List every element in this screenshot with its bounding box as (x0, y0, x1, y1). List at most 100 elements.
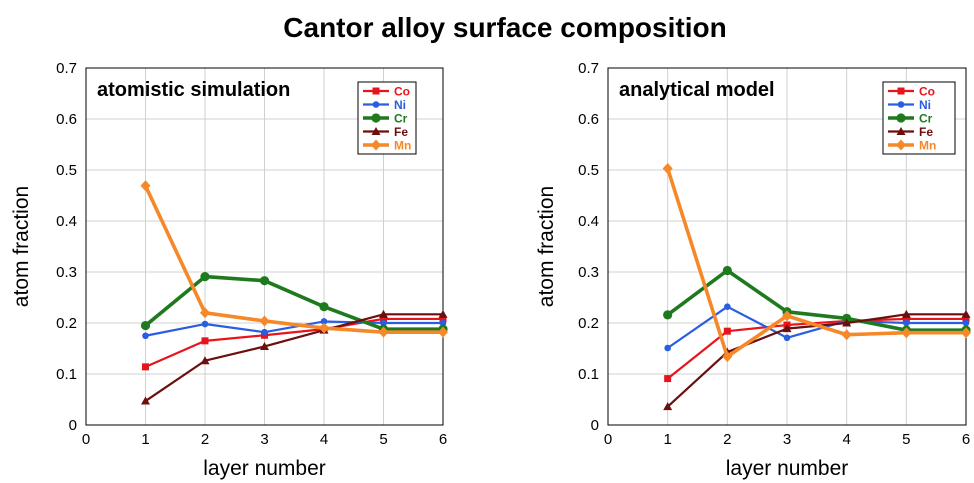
y-tick-label: 0.2 (56, 315, 77, 332)
data-point-ni (201, 320, 209, 328)
x-tick-label: 2 (201, 431, 209, 448)
data-point-mn (259, 315, 270, 327)
data-point-mn (438, 326, 448, 338)
y-tick-label: 0.6 (56, 111, 77, 128)
y-tick-label: 0.1 (578, 366, 599, 383)
data-point-mn (841, 329, 852, 341)
series-line-co (145, 317, 443, 368)
x-tick-label: 6 (439, 431, 447, 448)
series-line-cr (144, 274, 443, 331)
data-point-ni (439, 319, 447, 327)
data-point-mn (782, 310, 792, 322)
legend-label-fe: Fe (919, 125, 933, 139)
x-tick-label: 5 (379, 431, 387, 448)
series-line-fe (144, 313, 443, 402)
data-point-cr (200, 271, 210, 282)
x-tick-label: 4 (320, 431, 328, 448)
x-tick-label: 6 (962, 431, 970, 448)
series-mn (662, 162, 971, 363)
data-point-mn (961, 327, 971, 339)
legend-label-cr: Cr (394, 112, 408, 126)
panel-analytical-model: 0 1 2 3 4 5 6 0 0.1 0.2 0.3 0.4 0.5 0.6 0.7 layer numbe… (535, 60, 971, 480)
series-mn (140, 180, 448, 338)
figure-title: Cantor alloy surface composition (283, 12, 726, 43)
data-point-ni (724, 303, 731, 310)
legend-label-co: Co (394, 85, 410, 99)
data-point-co (902, 315, 910, 323)
x-tick-label: 1 (141, 431, 149, 448)
legend-marker-co (897, 87, 905, 95)
data-point-cr (319, 302, 329, 312)
data-point-fe (438, 309, 448, 318)
data-point-mn (901, 327, 912, 339)
legend-label-mn: Mn (394, 139, 411, 153)
panel-label: analytical model (619, 79, 775, 101)
y-tick-label: 0 (69, 417, 77, 434)
legend-marker-mn (896, 139, 906, 151)
series-line-cr (666, 268, 966, 332)
data-point-cr (842, 313, 852, 324)
data-point-fe (141, 396, 150, 405)
y-tick-label: 0.5 (578, 162, 599, 179)
legend-label-cr: Cr (919, 112, 933, 126)
y-axis-label: atom fraction (10, 186, 33, 307)
data-point-ni (320, 318, 328, 325)
x-tick-label: 0 (604, 431, 612, 448)
data-point-co (142, 363, 149, 371)
legend-label-fe: Fe (394, 125, 408, 139)
series-fe (141, 309, 448, 405)
data-point-co (439, 315, 447, 323)
x-tick-label: 0 (82, 431, 90, 448)
panel-label: atomistic simulation (97, 79, 290, 101)
x-tick-label: 3 (783, 431, 791, 448)
data-point-co (723, 327, 731, 335)
x-tick-label: 1 (663, 431, 671, 448)
data-point-fe (901, 309, 911, 318)
data-point-ni (142, 332, 149, 340)
data-point-mn (378, 326, 389, 338)
plot-frame (85, 67, 444, 426)
data-point-ni (380, 319, 387, 327)
data-point-fe (663, 402, 673, 411)
y-tick-label: 0.3 (56, 264, 77, 281)
y-tick-label: 0.2 (578, 315, 599, 332)
plot-frame (607, 67, 967, 426)
x-axis-label: layer number (203, 457, 326, 480)
y-tick-label: 0.7 (56, 60, 77, 77)
legend-marker-fe (896, 127, 906, 135)
data-point-fe (200, 356, 210, 365)
series-ni (142, 318, 447, 340)
data-point-ni (903, 319, 910, 327)
data-point-mn (200, 307, 210, 319)
series-line-co (666, 317, 966, 380)
data-point-cr (722, 265, 732, 276)
legend-marker-ni (372, 101, 380, 108)
y-tick-label: 0.6 (578, 111, 599, 128)
data-point-cr (259, 276, 270, 286)
data-point-fe (961, 309, 971, 318)
x-tick-label: 3 (260, 431, 268, 448)
legend-label-co: Co (919, 85, 935, 99)
y-axis-label: atom fraction (535, 186, 558, 307)
y-tick-label: 0.1 (56, 366, 77, 383)
y-tick-label: 0.5 (56, 162, 77, 179)
legend-marker-fe (371, 127, 381, 135)
y-tick-label: 0.4 (56, 213, 77, 230)
data-point-mn (319, 322, 329, 334)
x-tick-label: 4 (842, 431, 850, 448)
data-point-co (201, 337, 209, 345)
y-tick-label: 0.7 (578, 60, 599, 77)
legend-label-mn: Mn (919, 139, 936, 153)
data-point-fe (782, 324, 792, 333)
data-point-co (664, 375, 672, 383)
series-line-mn (665, 167, 966, 359)
data-point-mn (722, 351, 733, 363)
data-point-co (962, 315, 970, 323)
legend-marker-mn (371, 139, 381, 151)
data-point-ni (664, 344, 671, 352)
series-line-ni (667, 305, 966, 349)
legend-label-ni: Ni (394, 98, 406, 112)
